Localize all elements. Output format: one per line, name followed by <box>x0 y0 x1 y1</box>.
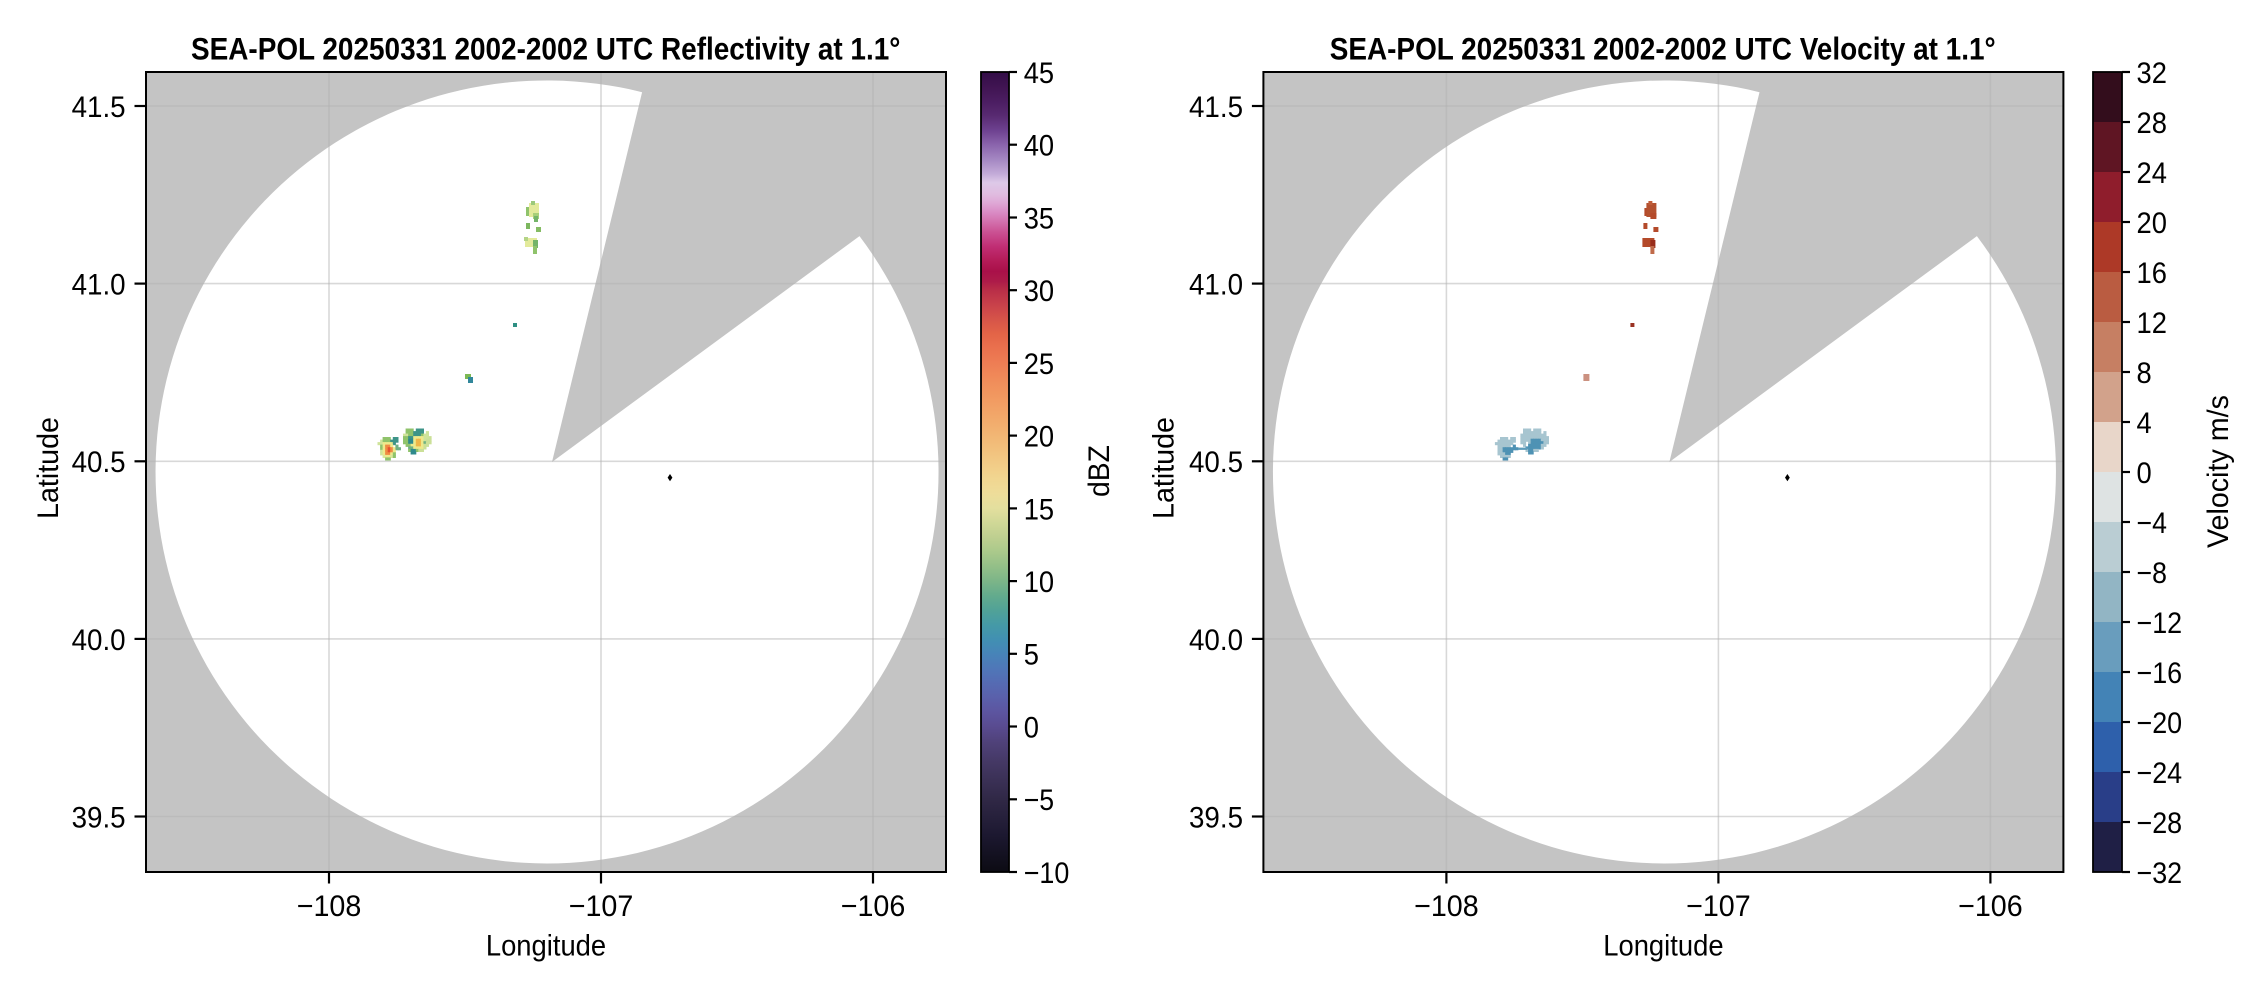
svg-text:−10: −10 <box>1024 857 1070 890</box>
svg-text:SEA-POL 20250331 2002-2002 UTC: SEA-POL 20250331 2002-2002 UTC Velocity … <box>1330 30 1996 66</box>
svg-text:45: 45 <box>1024 57 1054 90</box>
svg-text:−108: −108 <box>1414 890 1479 923</box>
svg-text:4: 4 <box>2137 407 2152 440</box>
svg-text:−32: −32 <box>2137 857 2183 890</box>
svg-text:41.5: 41.5 <box>1189 91 1243 124</box>
svg-text:40.5: 40.5 <box>1189 446 1243 479</box>
svg-text:Latitude: Latitude <box>32 417 65 519</box>
svg-text:15: 15 <box>1024 493 1054 526</box>
svg-text:12: 12 <box>2137 307 2167 340</box>
svg-text:−20: −20 <box>2137 707 2183 740</box>
svg-text:−8: −8 <box>2137 557 2167 590</box>
svg-text:−16: −16 <box>2137 657 2183 690</box>
svg-text:16: 16 <box>2137 257 2167 290</box>
svg-text:41.0: 41.0 <box>72 269 126 302</box>
svg-text:40.5: 40.5 <box>72 446 126 479</box>
svg-text:28: 28 <box>2137 107 2167 140</box>
svg-text:SEA-POL 20250331 2002-2002 UTC: SEA-POL 20250331 2002-2002 UTC Reflectiv… <box>191 30 901 66</box>
svg-text:32: 32 <box>2137 57 2167 90</box>
svg-text:10: 10 <box>1024 566 1054 599</box>
svg-text:40.0: 40.0 <box>72 624 126 657</box>
svg-text:20: 20 <box>2137 207 2167 240</box>
svg-text:−107: −107 <box>569 890 634 923</box>
svg-text:−107: −107 <box>1686 890 1751 923</box>
svg-text:dBZ: dBZ <box>1083 445 1116 497</box>
svg-text:−24: −24 <box>2137 757 2183 790</box>
svg-text:8: 8 <box>2137 357 2152 390</box>
svg-text:20: 20 <box>1024 421 1054 454</box>
svg-text:30: 30 <box>1024 275 1054 308</box>
svg-text:−106: −106 <box>1958 890 2023 923</box>
svg-text:−5: −5 <box>1024 784 1054 817</box>
svg-text:−12: −12 <box>2137 607 2183 640</box>
svg-text:Latitude: Latitude <box>1148 417 1181 519</box>
svg-text:39.5: 39.5 <box>1189 801 1243 834</box>
svg-text:41.0: 41.0 <box>1189 269 1243 302</box>
svg-text:Velocity m/s: Velocity m/s <box>2202 395 2235 548</box>
svg-text:−108: −108 <box>297 890 362 923</box>
svg-text:Longitude: Longitude <box>486 930 606 963</box>
svg-text:35: 35 <box>1024 202 1054 235</box>
svg-text:5: 5 <box>1024 639 1039 672</box>
svg-text:0: 0 <box>2137 457 2152 490</box>
svg-text:40: 40 <box>1024 130 1054 163</box>
svg-text:−4: −4 <box>2137 507 2167 540</box>
svg-text:0: 0 <box>1024 711 1039 744</box>
svg-text:−106: −106 <box>841 890 906 923</box>
svg-text:40.0: 40.0 <box>1189 624 1243 657</box>
svg-text:41.5: 41.5 <box>72 91 126 124</box>
svg-text:25: 25 <box>1024 348 1054 381</box>
svg-text:Longitude: Longitude <box>1603 930 1723 963</box>
svg-text:39.5: 39.5 <box>72 801 126 834</box>
svg-text:24: 24 <box>2137 157 2167 190</box>
svg-text:−28: −28 <box>2137 807 2183 840</box>
